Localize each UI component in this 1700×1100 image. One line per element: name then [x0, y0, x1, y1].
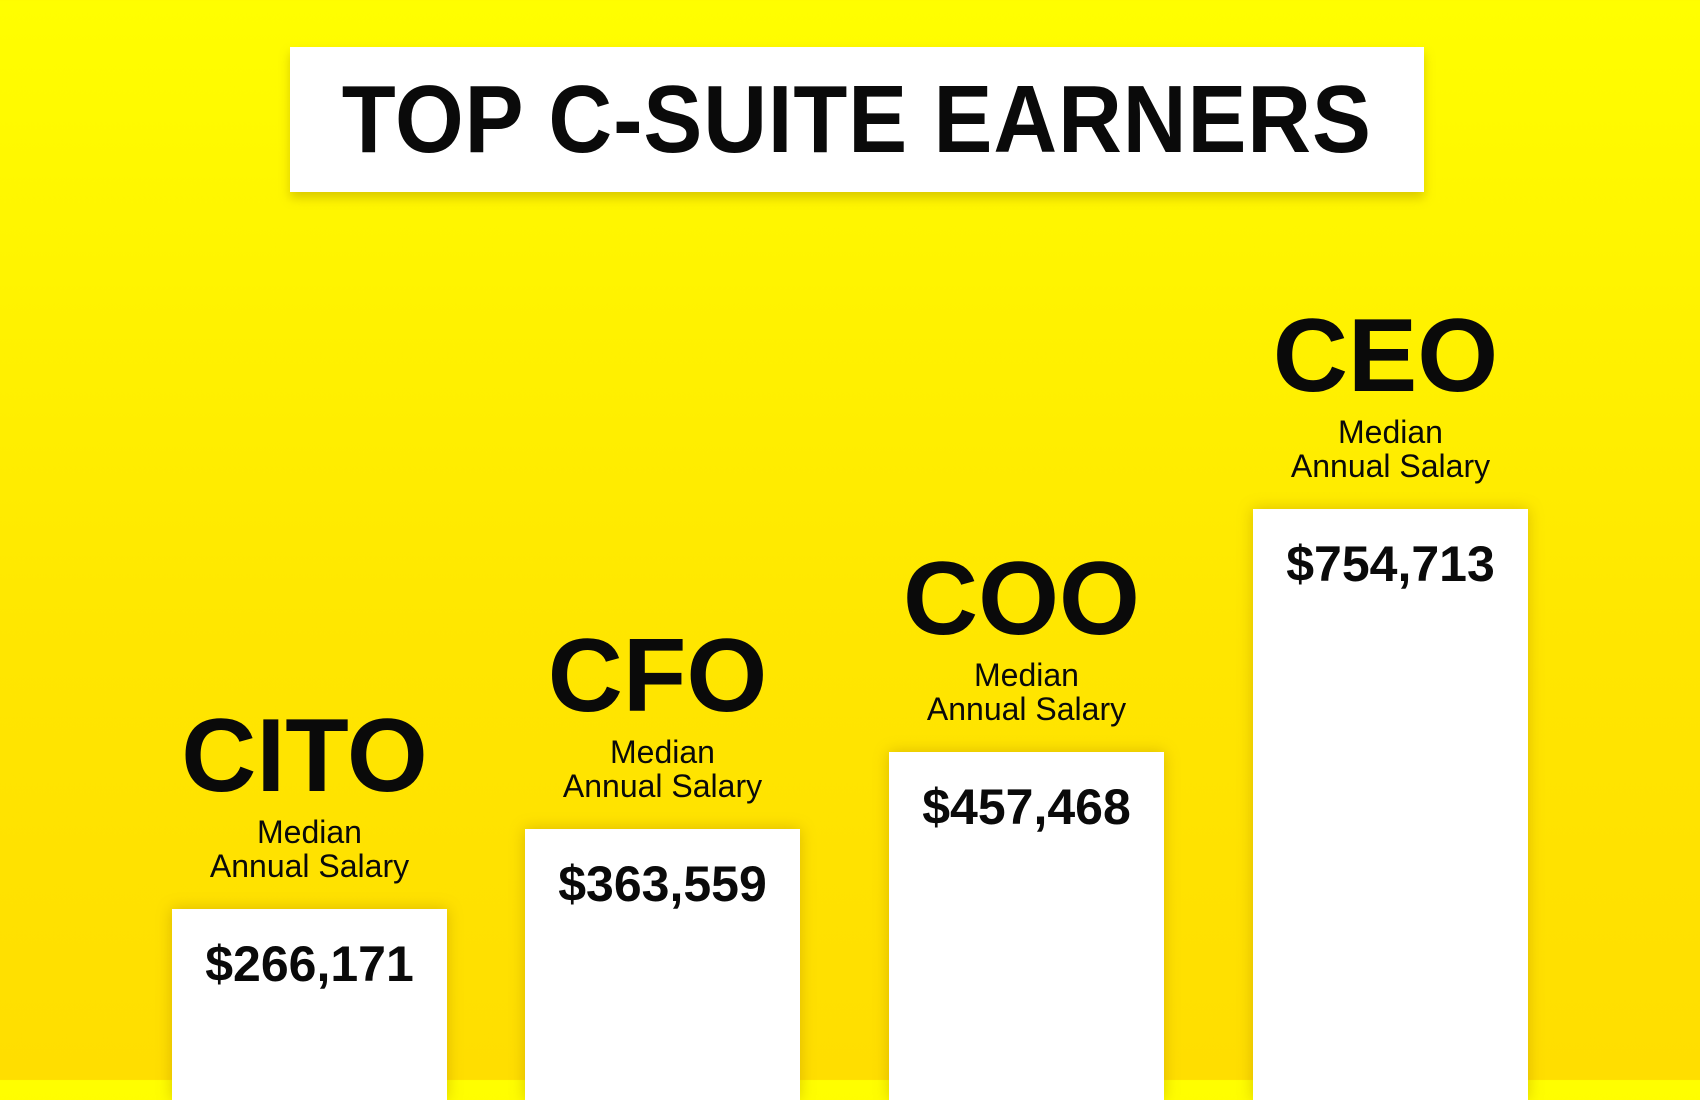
caption-line-annual-salary: Annual Salary: [209, 848, 410, 884]
caption-line-median: Median: [257, 814, 362, 850]
caption-line-median: Median: [974, 657, 1079, 693]
bar-value-label: $754,713: [1286, 536, 1495, 592]
bar-cfo: [525, 829, 800, 1100]
caption-line-annual-salary: Annual Salary: [926, 691, 1127, 727]
caption-line-median: Median: [610, 734, 715, 770]
category-label-coo: COO: [903, 541, 1140, 657]
bar-cito: [172, 909, 447, 1100]
bar-ceo: [1253, 509, 1528, 1100]
chart-title-box: TOP C-SUITE EARNERS: [290, 47, 1424, 192]
bar-coo: [889, 752, 1164, 1100]
category-label-cito: CITO: [181, 698, 428, 814]
bar-value-label: $266,171: [205, 936, 414, 992]
category-label-ceo: CEO: [1272, 298, 1499, 414]
median-salary-caption: Median Annual Salary: [877, 658, 1177, 726]
median-salary-caption: Median Annual Salary: [1241, 415, 1541, 483]
bar-value-label: $363,559: [558, 856, 767, 912]
caption-line-annual-salary: Annual Salary: [1290, 448, 1491, 484]
median-salary-caption: Median Annual Salary: [160, 815, 460, 883]
median-salary-caption: Median Annual Salary: [513, 735, 813, 803]
caption-line-annual-salary: Annual Salary: [562, 768, 763, 804]
chart-title: TOP C-SUITE EARNERS: [341, 65, 1373, 173]
bar-value-label: $457,468: [922, 779, 1131, 835]
category-label-cfo: CFO: [547, 618, 768, 734]
caption-line-median: Median: [1338, 414, 1443, 450]
